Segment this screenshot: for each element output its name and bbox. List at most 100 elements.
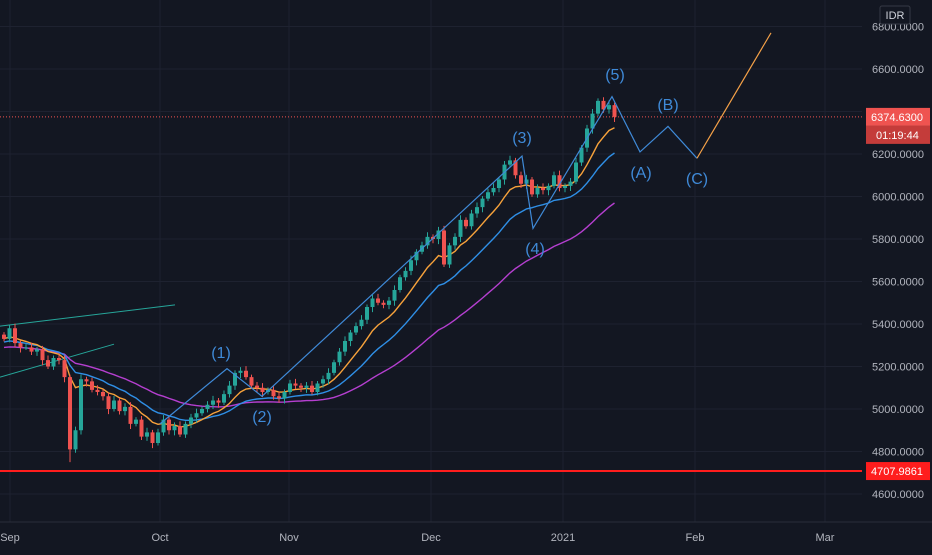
candle-body bbox=[7, 328, 12, 339]
candle-body bbox=[519, 175, 523, 184]
price-tick-label: 6600.0000 bbox=[872, 64, 924, 76]
candle-body bbox=[508, 160, 512, 165]
candle-body bbox=[40, 349, 45, 361]
candle-body bbox=[337, 351, 342, 363]
candle-body bbox=[123, 406, 127, 412]
projection-line bbox=[696, 32, 772, 159]
moving-averages bbox=[3, 127, 615, 428]
candle-body bbox=[200, 409, 204, 414]
candle-body bbox=[249, 377, 254, 386]
candle-body bbox=[161, 419, 166, 433]
candle-body bbox=[189, 417, 193, 424]
price-tick-label: 6200.0000 bbox=[872, 149, 924, 161]
candle-body bbox=[79, 379, 83, 431]
wave-label: (5) bbox=[605, 67, 625, 84]
candle-body bbox=[612, 105, 617, 117]
candle-body bbox=[464, 219, 468, 227]
candle-body bbox=[596, 100, 600, 114]
wave-label: (C) bbox=[686, 171, 708, 188]
candle-body bbox=[29, 347, 34, 352]
candle-body bbox=[194, 413, 199, 418]
candle-body bbox=[442, 230, 446, 265]
price-tick-label: 4800.0000 bbox=[872, 447, 924, 459]
candle-body bbox=[574, 162, 578, 182]
candle-body bbox=[255, 385, 259, 388]
trendline-lower bbox=[0, 343, 115, 378]
candle-body bbox=[57, 358, 61, 361]
candle-body bbox=[90, 381, 94, 390]
candle-body bbox=[348, 332, 353, 341]
candle-body bbox=[535, 188, 540, 195]
candle-body bbox=[205, 404, 210, 409]
candle-body bbox=[541, 188, 545, 191]
candle-body bbox=[13, 328, 17, 344]
candle-body bbox=[425, 236, 430, 246]
candle-body bbox=[277, 396, 281, 399]
candle-body bbox=[84, 379, 89, 382]
candle-body bbox=[546, 185, 551, 191]
candle-body bbox=[354, 326, 358, 333]
time-axis: Sep Oct Nov Dec 2021 Feb Mar bbox=[0, 521, 932, 544]
candle-body bbox=[310, 385, 314, 392]
candle-body bbox=[150, 432, 155, 443]
wave-label: (B) bbox=[657, 97, 678, 114]
time-tick-label: Dec bbox=[421, 532, 441, 544]
candle-body bbox=[315, 383, 320, 392]
candle-body bbox=[156, 432, 160, 443]
candle-body bbox=[62, 360, 67, 378]
candle-body bbox=[491, 188, 496, 193]
candle-body bbox=[95, 389, 100, 392]
candle-body bbox=[167, 419, 171, 431]
candle-body bbox=[513, 160, 518, 176]
candle-body bbox=[271, 389, 276, 397]
candle-body bbox=[403, 270, 408, 278]
price-tick-label: 5800.0000 bbox=[872, 234, 924, 246]
wave-path bbox=[159, 95, 698, 425]
sma-slow-line bbox=[3, 202, 615, 408]
candle-body bbox=[222, 394, 226, 403]
candle-body bbox=[343, 341, 347, 352]
candle-body bbox=[172, 426, 177, 431]
last-price-tag bbox=[866, 107, 930, 126]
currency-label: IDR bbox=[886, 10, 905, 22]
candle-body bbox=[288, 383, 292, 392]
candle-body bbox=[145, 432, 149, 437]
candle-body bbox=[557, 175, 562, 188]
candle-body bbox=[381, 302, 386, 305]
candle-body bbox=[601, 100, 606, 110]
candle-body bbox=[299, 385, 303, 388]
candle-body bbox=[332, 362, 336, 373]
candle-body bbox=[227, 385, 232, 395]
trendlines bbox=[0, 116, 862, 473]
trendline-upper bbox=[0, 304, 176, 327]
candle-body bbox=[321, 379, 325, 384]
candle-body bbox=[260, 387, 265, 392]
candle-body bbox=[480, 198, 485, 208]
candle-body bbox=[447, 245, 452, 265]
time-tick-label: Mar bbox=[816, 532, 835, 544]
last-price-value: 6374.6300 bbox=[871, 112, 923, 124]
candle-body bbox=[486, 192, 490, 199]
time-tick-label: 2021 bbox=[551, 532, 575, 544]
price-tick-label: 5600.0000 bbox=[872, 277, 924, 289]
price-tick-label: 5400.0000 bbox=[872, 319, 924, 331]
candle-body bbox=[101, 392, 105, 397]
candle-body bbox=[73, 430, 78, 450]
candle-body bbox=[293, 383, 298, 386]
candle-body bbox=[568, 181, 573, 186]
candle-body bbox=[139, 419, 144, 437]
wave-label: (2) bbox=[252, 409, 272, 426]
candle-body bbox=[178, 426, 182, 435]
candle-body bbox=[398, 277, 402, 290]
elliott-wave: (1) (2) (3) (4) (5) (A) (B) (C) bbox=[159, 32, 772, 426]
candle-body bbox=[51, 358, 56, 367]
candle-body bbox=[216, 400, 221, 403]
candle-body bbox=[2, 334, 6, 339]
support-price-value: 4707.9861 bbox=[871, 466, 923, 478]
candle-body bbox=[304, 385, 309, 388]
wave-label: (1) bbox=[211, 345, 231, 362]
candle-body bbox=[18, 343, 23, 348]
